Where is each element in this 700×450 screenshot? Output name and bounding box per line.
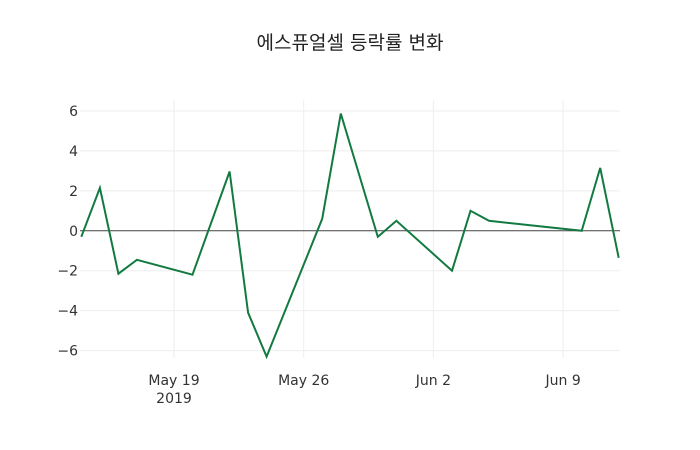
y-tick-label: 2 (69, 184, 78, 200)
y-tick-label: −6 (57, 344, 78, 360)
y-tick-label: 6 (69, 104, 78, 120)
x-tick-label: May 26 (278, 373, 329, 389)
x-tick-label: Jun 2 (415, 373, 451, 389)
y-tick-label: −4 (57, 304, 78, 320)
chart-title: 에스퓨얼셀 등락률 변화 (256, 32, 444, 54)
x-tick-label: Jun 9 (545, 373, 581, 389)
y-axis: 6 4 2 0 −2 −4 −6 (57, 104, 78, 360)
x-tick-year-label: 2019 (156, 391, 192, 407)
x-tick-label: May 19 (148, 373, 199, 389)
y-tick-label: 4 (69, 144, 78, 160)
x-axis: May 19 2019 May 26 Jun 2 Jun 9 (148, 373, 580, 407)
y-tick-label: 0 (69, 224, 78, 240)
data-line (80, 113, 620, 360)
grid-lines (80, 100, 620, 358)
y-tick-label: −2 (57, 264, 78, 280)
